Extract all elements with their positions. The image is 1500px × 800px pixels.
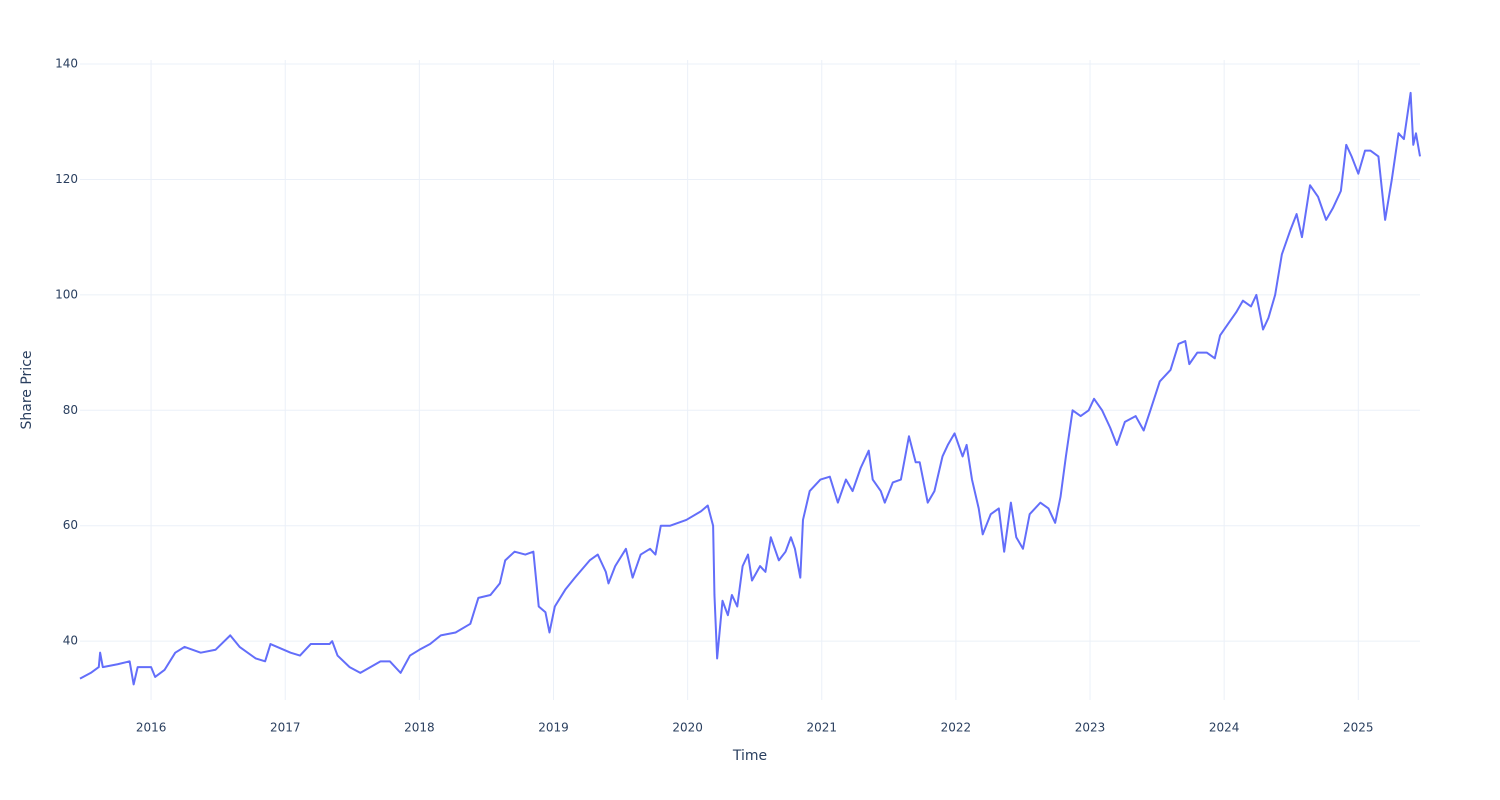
x-tick-label: 2023: [1075, 721, 1106, 735]
grid: [80, 60, 1420, 700]
x-tick-label: 2022: [941, 721, 972, 735]
x-tick-label: 2017: [270, 721, 301, 735]
y-tick-label: 140: [55, 57, 78, 71]
x-tick-label: 2019: [538, 721, 569, 735]
x-tick-label: 2024: [1209, 721, 1240, 735]
x-tick-label: 2021: [806, 721, 837, 735]
y-tick-label: 100: [55, 287, 78, 301]
x-axis-title: Time: [732, 748, 767, 764]
x-tick-label: 2018: [404, 721, 435, 735]
x-tick-label: 2025: [1343, 721, 1374, 735]
y-tick-label: 60: [63, 518, 78, 532]
x-tick-label: 2016: [136, 721, 167, 735]
price-line: [79, 91, 1421, 686]
y-tick-label: 40: [63, 634, 78, 648]
x-tick-label: 2020: [672, 721, 703, 735]
y-tick-label: 80: [63, 403, 78, 417]
y-tick-label: 120: [55, 172, 78, 186]
y-axis-title: Share Price: [19, 350, 35, 429]
